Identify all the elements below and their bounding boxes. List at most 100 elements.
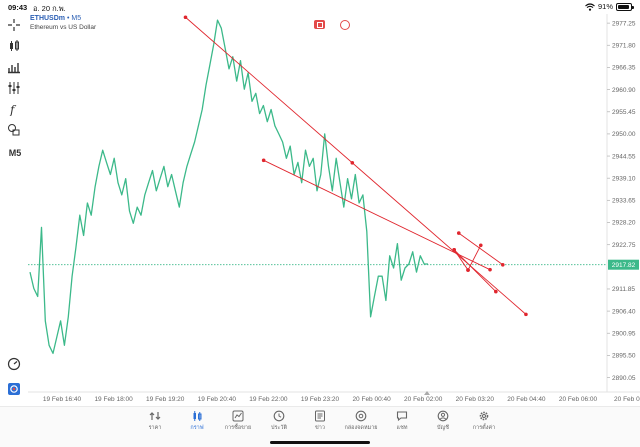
time-tick-label: 20 Feb 02:00 [404,396,443,403]
price-tick-label: 2933.65 [612,198,636,205]
current-price-tag [608,259,639,270]
candlestick-icon[interactable] [6,38,22,54]
symbol-separator: • [66,15,70,22]
nav-label: กล่องจดหมาย [344,425,378,431]
wifi-icon [585,2,595,11]
status-date: อ. 20 ก.พ. [33,4,66,13]
time-tick-label: 19 Feb 20:40 [198,396,237,403]
status-time: 09:43 [8,3,28,12]
sell-quick-button[interactable] [314,20,325,29]
nav-item-history[interactable]: ประวัติ [257,410,301,432]
time-tick-label: 20 Feb 06:00 [559,396,598,403]
trendline-anchor [466,268,470,272]
trendline-anchor [183,15,188,20]
objects-icon[interactable] [6,122,22,138]
price-tick-label: 2928.20 [612,220,636,227]
nav-item-chat[interactable]: แชท [380,410,424,432]
trendlines-layer [183,15,528,317]
price-tick-label: 2977.25 [612,20,636,27]
time-tick-label: 19 Feb 22:00 [249,396,288,403]
nav-label: การตั้งค่า [472,425,496,431]
trendline [185,16,527,315]
price-tick-label: 2895.50 [612,353,636,360]
nav-item-quotes[interactable]: ราคา [133,410,177,432]
status-bar: 09:43 อ. 20 ก.พ. 91% [0,0,640,14]
price-tick-label: 2944.55 [612,153,636,160]
chart-icon [193,411,202,421]
status-indicators: 91% [585,2,634,11]
time-tick-label: 20 Feb 04:40 [507,396,546,403]
nav-item-chart[interactable]: กราฟ [175,410,219,432]
nav-label: บัญชี [437,425,449,431]
trendline-anchor [261,158,266,163]
time-axis: 19 Feb 16:40 19 Feb 18:00 19 Feb 19:20 19 F… [43,391,640,403]
nav-item-trade[interactable]: การซื้อขาย [216,410,260,432]
bar-chart-icon[interactable] [6,59,22,75]
time-tick-label: 19 Feb 16:40 [43,396,82,403]
symbol-description: Ethereum vs US Dollar [30,24,97,31]
price-chart[interactable]: 2977.25 2971.80 2966.35 2960.90 2955.45 2950.… [0,0,640,406]
timeframe-button[interactable]: M5 [4,145,26,161]
price-tick-label: 2911.85 [612,286,635,293]
nav-label: แชท [396,425,408,431]
time-tick-label: 19 Feb 19:20 [146,396,185,403]
price-tick-label: 2960.90 [612,87,636,94]
nav-item-news[interactable]: ข่าว [298,410,342,432]
chart-grid [28,14,640,393]
trendline [458,232,504,266]
trendline-anchor [524,312,528,317]
function-icon[interactable]: f [6,101,22,117]
mailbox-icon [355,410,367,422]
nav-label: กราฟ [190,425,204,431]
trendline-anchor [478,243,483,248]
trendline [453,249,469,271]
trendline-anchor [456,231,461,235]
one-click-trading-icon[interactable] [6,381,22,397]
time-tick-label: 20 Feb 03:20 [456,396,495,403]
account-icon [437,410,449,422]
trendline-anchor [452,247,456,252]
price-tick-label: 2922.75 [612,242,636,249]
bottom-nav: ราคา กราฟ การซื้อขาย ประวัติ ข่าว กล่องจดหมาย… [0,406,640,447]
price-tick-label: 2890.05 [612,375,636,382]
svg-text:f: f [9,103,17,116]
trendline-anchor [500,262,505,267]
chart-shift-marker [424,391,430,395]
trendline [263,159,491,271]
buy-quick-button[interactable] [340,20,350,30]
battery-fill [618,4,629,9]
time-tick-label: 19 Feb 18:00 [94,396,133,403]
chat-icon [396,411,408,422]
nav-item-settings[interactable]: การตั้งค่า [462,410,506,432]
nav-label: ราคา [148,425,162,431]
speed-gauge-icon[interactable] [6,356,22,372]
nav-label: ข่าว [315,425,325,431]
current-price-label: 2917.82 [612,262,636,269]
trendline-anchor [488,267,492,272]
battery-icon [616,2,634,11]
price-tick-label: 2971.80 [612,42,636,49]
price-tick-label: 2900.95 [612,330,636,337]
symbol-timeframe: M5 [71,15,82,22]
quotes-icon [149,412,161,420]
price-tick-label: 2950.00 [612,131,636,138]
symbol-name: ETHUSDm [30,15,66,22]
price-tick-label: 2906.40 [612,308,636,315]
time-tick-label: 20 Feb 00:40 [352,396,391,403]
news-icon [315,410,325,422]
crosshair-icon[interactable] [6,17,22,33]
indicators-icon[interactable] [6,80,22,96]
trade-icon [232,410,244,422]
history-icon [273,410,285,422]
settings-icon [479,411,489,421]
left-toolbar: f M5 [0,14,28,404]
price-axis: 2977.25 2971.80 2966.35 2960.90 2955.45 2950.… [607,20,639,382]
price-series-line [29,19,428,355]
home-indicator [270,441,370,444]
trendline-anchor [494,289,498,294]
nav-item-mailbox[interactable]: กล่องจดหมาย [339,410,383,432]
trendline [453,249,497,292]
price-line-layer [28,19,607,355]
nav-item-account[interactable]: บัญชี [421,410,465,432]
battery-percent: 91% [597,2,613,11]
